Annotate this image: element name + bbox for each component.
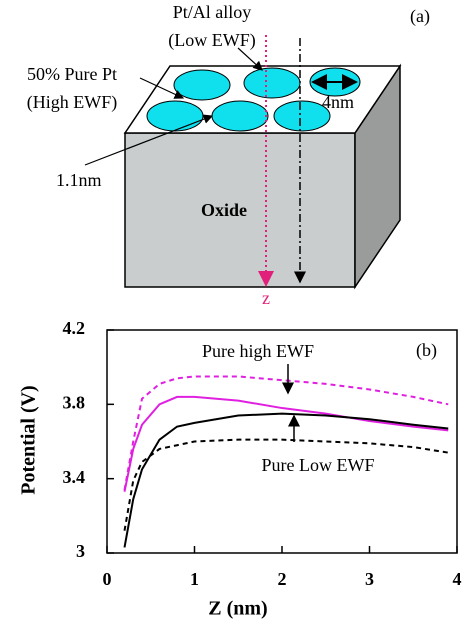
dot [273,100,331,132]
diagram: Pt/Al alloy (Low EWF) (a) 50% Pure Pt (H… [27,2,430,308]
panel-label: (a) [410,6,430,27]
y-tick-label: 3.8 [63,392,86,412]
annotation: (b) [416,340,437,361]
pointer [237,47,263,71]
annotation: Pure Low EWF [262,455,375,475]
x-tick-label: 1 [190,569,199,589]
annotation: Pure high EWF [202,341,314,361]
label: 4nm [322,92,354,112]
series-line [123,375,449,490]
pointer [139,77,185,99]
label: (High EWF) [27,92,117,113]
series-line [123,412,449,548]
y-axis-label: Potential (V) [18,385,40,494]
label: (Low EWF) [168,30,255,51]
label: 1.1nm [56,170,102,190]
series-line [123,438,449,531]
label: 50% Pure Pt [27,64,117,84]
dot [146,100,204,132]
label: Oxide [201,200,247,220]
label: z [262,288,270,308]
pointer [84,114,214,166]
y-tick-label: 3.4 [63,467,86,487]
dot [173,69,231,101]
x-tick-label: 0 [103,569,112,589]
series-line [123,395,449,492]
dot [211,100,269,132]
label: Pt/Al alloy [173,2,252,22]
dot [243,67,301,99]
y-tick-label: 4.2 [63,318,86,338]
x-axis-label: Z (nm) [208,598,267,620]
x-tick-label: 4 [453,569,462,589]
x-tick-label: 2 [278,569,287,589]
y-tick-label: 3 [76,541,85,561]
x-tick-label: 3 [365,569,374,589]
